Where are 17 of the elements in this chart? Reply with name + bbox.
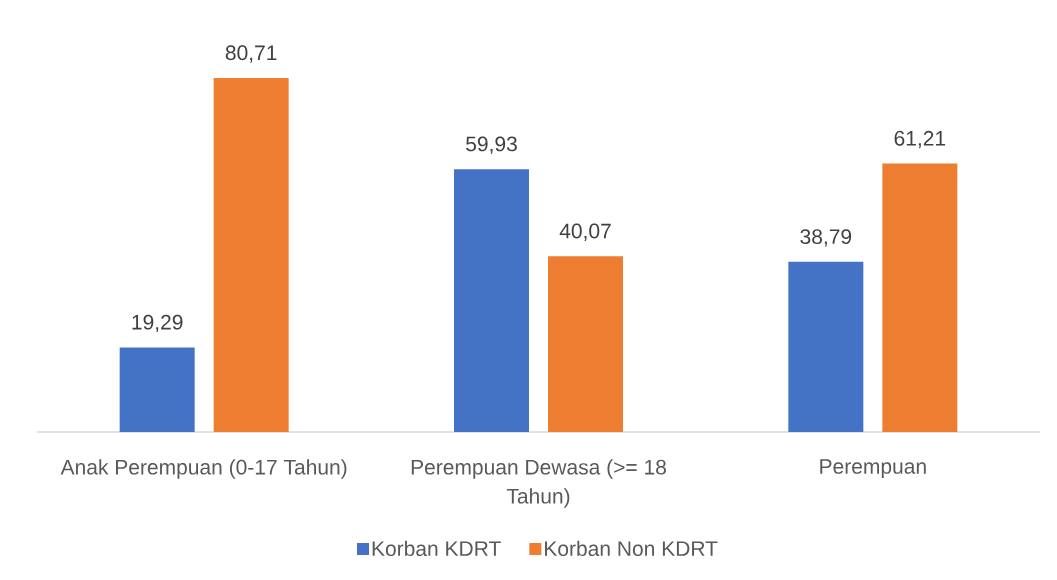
bar: [213, 78, 289, 432]
data-label: 40,07: [559, 223, 611, 241]
data-label: 80,71: [225, 45, 277, 63]
bar: [454, 169, 529, 432]
bar: [119, 347, 195, 432]
x-tick-label: Perempuan Dewasa (>= 18 Tahun): [411, 459, 666, 508]
x-tick-label: Anak Perempuan (0-17 Tahun): [60, 459, 347, 479]
data-label: 61,21: [894, 130, 946, 149]
x-tick-label: Perempuan: [820, 459, 926, 479]
bar: [548, 256, 624, 432]
data-label: 38,79: [800, 229, 852, 247]
legend-label: Korban Non KDRT: [545, 540, 718, 557]
bar: [882, 163, 958, 432]
data-label: 59,93: [466, 136, 517, 154]
legend-label: Korban KDRT: [372, 540, 501, 557]
bar: [788, 261, 864, 432]
data-label: 19,29: [132, 314, 183, 333]
